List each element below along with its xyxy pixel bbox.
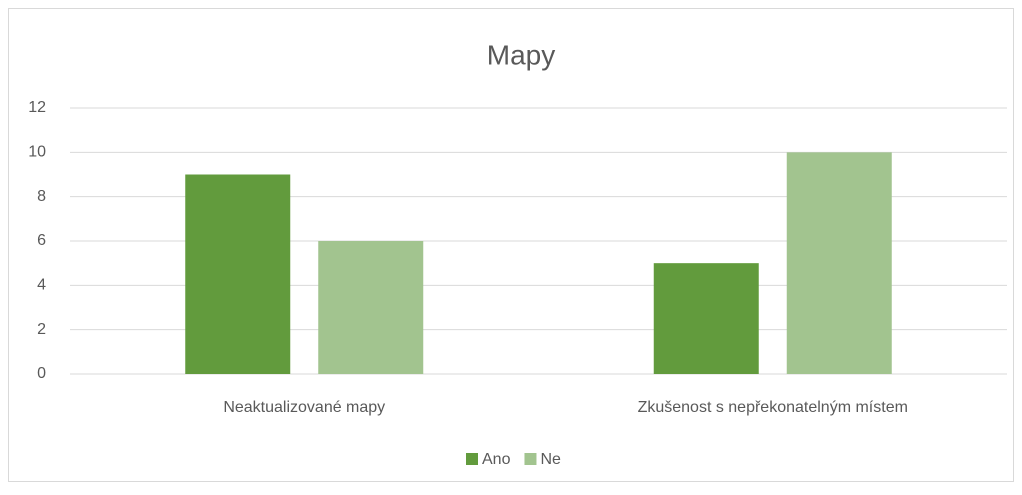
x-tick-label: Neaktualizované mapy	[223, 399, 385, 416]
legend-label: Ne	[540, 451, 561, 468]
y-tick-label: 4	[37, 277, 46, 294]
y-tick-label: 6	[37, 232, 46, 249]
y-tick-label: 2	[37, 321, 46, 338]
y-tick-label: 12	[28, 99, 46, 116]
bar	[185, 174, 291, 374]
y-tick-label: 10	[28, 144, 46, 161]
y-tick-label: 0	[37, 365, 46, 382]
y-tick-label: 8	[37, 188, 46, 205]
legend-swatch	[524, 453, 537, 465]
legend-swatch	[466, 453, 478, 465]
x-tick-label: Zkušenost s nepřekonatelným místem	[638, 399, 908, 416]
bar	[653, 263, 759, 374]
legend-label: Ano	[482, 451, 511, 468]
bar	[786, 152, 892, 374]
chart-title: Mapy	[487, 39, 555, 70]
bar	[318, 241, 424, 374]
